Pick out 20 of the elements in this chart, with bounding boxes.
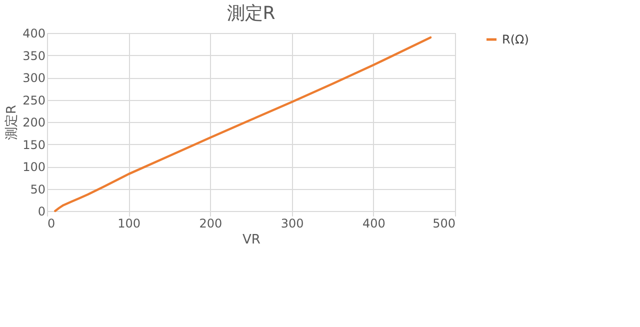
y-tick-label: 400 <box>22 26 46 40</box>
y-tick-label: 200 <box>22 116 46 130</box>
x-tick-label: 100 <box>118 216 141 230</box>
legend-label: R(Ω) <box>502 32 529 46</box>
x-tick-label: 0 <box>48 216 56 230</box>
x-tick-label: 300 <box>280 216 304 230</box>
x-tick-label: 200 <box>199 216 222 230</box>
x-tick-label: 400 <box>362 216 386 230</box>
line-series <box>54 36 432 212</box>
y-tick-label: 50 <box>30 182 46 196</box>
y-tick-label: 350 <box>22 48 46 63</box>
y-tick-label: 250 <box>22 93 46 108</box>
y-tick-label: 300 <box>22 71 46 85</box>
y-axis-title: 測定R <box>4 104 20 140</box>
x-tick-label: 500 <box>432 216 456 230</box>
chart-title: 測定R <box>226 3 276 24</box>
y-tick-label: 150 <box>22 138 46 152</box>
y-tick-label: 100 <box>22 160 46 174</box>
y-tick-label: 0 <box>38 204 46 218</box>
x-axis-title: VR <box>242 232 260 248</box>
